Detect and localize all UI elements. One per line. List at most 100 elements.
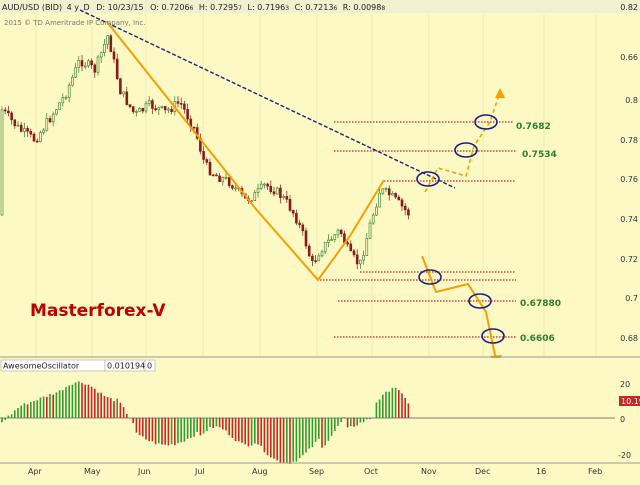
- oscillator-bar: [231, 418, 234, 438]
- candle-body: [282, 196, 285, 198]
- oscillator-bar: [183, 418, 186, 442]
- time-tick: 16: [536, 467, 546, 476]
- oscillator-bar: [321, 418, 323, 448]
- candle-body: [407, 209, 410, 216]
- oscillator-bar: [388, 391, 390, 418]
- candle-body: [3, 109, 7, 112]
- candle-body: [138, 107, 141, 112]
- price-tick: 0.74: [620, 215, 638, 224]
- time-tick: Aug: [252, 467, 268, 476]
- oscillator-bar: [17, 408, 19, 418]
- oscillator-bar: [164, 418, 166, 445]
- oscillator-bar: [100, 392, 102, 418]
- range-sub: 8: [381, 5, 385, 12]
- candle-body: [51, 113, 55, 123]
- oscillator-bar: [71, 384, 74, 418]
- open-sub: 6: [190, 5, 194, 12]
- candle-body: [48, 118, 52, 123]
- candle-body: [253, 192, 257, 202]
- candle-body: [93, 64, 97, 73]
- oscillator-bar: [90, 386, 93, 418]
- date-readout: D: 10/23/15: [96, 3, 143, 12]
- oscillator-bar: [33, 400, 35, 418]
- candle-body: [45, 118, 49, 131]
- oscillator-bar: [46, 396, 48, 418]
- oscillator-bar: [350, 418, 352, 427]
- oscillator-bar: [340, 418, 342, 423]
- oscillator-bar: [196, 418, 198, 432]
- candle-body: [231, 185, 234, 189]
- candle-body: [234, 187, 237, 190]
- oscillator-bar: [298, 418, 301, 459]
- oscillator-bar: [7, 415, 10, 418]
- oscillator-bar: [404, 397, 406, 418]
- candle-body: [275, 187, 279, 195]
- oscillator-bar: [286, 418, 288, 464]
- candle-body: [151, 100, 154, 109]
- symbol-label: AUD/USD (BID): [2, 3, 62, 12]
- candle-body: [285, 196, 289, 200]
- oscillator-bar: [215, 418, 218, 427]
- candle-body: [215, 174, 218, 177]
- candle-body: [55, 109, 58, 115]
- time-tick: Jul: [194, 467, 205, 476]
- bullish-projection-line: [424, 91, 501, 193]
- oscillator-bar: [234, 418, 237, 442]
- oscillator-bar: [289, 418, 291, 464]
- grid: [35, 14, 597, 357]
- candle-body: [160, 106, 164, 109]
- oscillator-bar: [74, 382, 77, 418]
- marker-circle-icon: [418, 269, 442, 285]
- price-tick: 0.76: [620, 175, 638, 184]
- oscillator-bar: [148, 418, 150, 442]
- candle-body: [362, 255, 365, 261]
- oscillator-bar: [199, 418, 202, 436]
- oscillator-bar: [324, 418, 326, 446]
- oscillator-bar: [14, 410, 16, 418]
- oscillator-bar: [68, 385, 70, 418]
- candle-body: [64, 96, 68, 99]
- oscillator-bar: [394, 387, 397, 418]
- oscillator-bar: [103, 395, 106, 418]
- candle-body: [58, 102, 61, 111]
- candle-body: [314, 260, 317, 262]
- candle-body: [279, 187, 282, 198]
- header-info: AUD/USD (BID) 4 y D D: 10/23/15 O: 0.720…: [2, 3, 385, 12]
- oscillator-bar: [132, 418, 134, 424]
- candle-body: [19, 124, 23, 132]
- candle-body: [10, 112, 13, 121]
- oscillator-bar: [87, 384, 90, 418]
- candle-body: [259, 183, 263, 189]
- candle-body: [323, 241, 327, 253]
- osc-tick: 0: [620, 415, 625, 424]
- header-bar: [0, 0, 640, 13]
- oscillator-bar: [55, 392, 58, 418]
- oscillator-bar: [382, 394, 384, 418]
- oscillator-bar: [311, 418, 314, 448]
- oscillator-bar: [4, 418, 6, 421]
- candle-body: [400, 199, 404, 207]
- candle-body: [205, 159, 209, 163]
- candle-body: [0, 109, 4, 216]
- oscillator-bar: [154, 418, 157, 445]
- candle-body: [128, 104, 132, 107]
- price-tick: 0.7: [625, 294, 638, 303]
- oscillator-bar: [177, 418, 179, 444]
- interval-label: D: [84, 3, 90, 12]
- time-tick: Jun: [137, 467, 151, 476]
- high-readout: H: 0.7295: [199, 3, 238, 12]
- candle-body: [378, 192, 381, 208]
- oscillator-bar: [372, 417, 374, 419]
- candle-body: [368, 222, 372, 239]
- candle-body: [122, 91, 125, 95]
- candle-body: [106, 35, 109, 45]
- oscillator-bar: [84, 384, 86, 418]
- oscillator-bar: [94, 388, 96, 418]
- oscillator-axis: 20 0 -20: [618, 380, 631, 460]
- oscillator-bar: [62, 390, 64, 418]
- oscillator-bar: [30, 401, 32, 418]
- level-labels: 0.7682 0.7534 0.67880 0.6606: [516, 122, 561, 344]
- oscillator-bar: [359, 418, 362, 423]
